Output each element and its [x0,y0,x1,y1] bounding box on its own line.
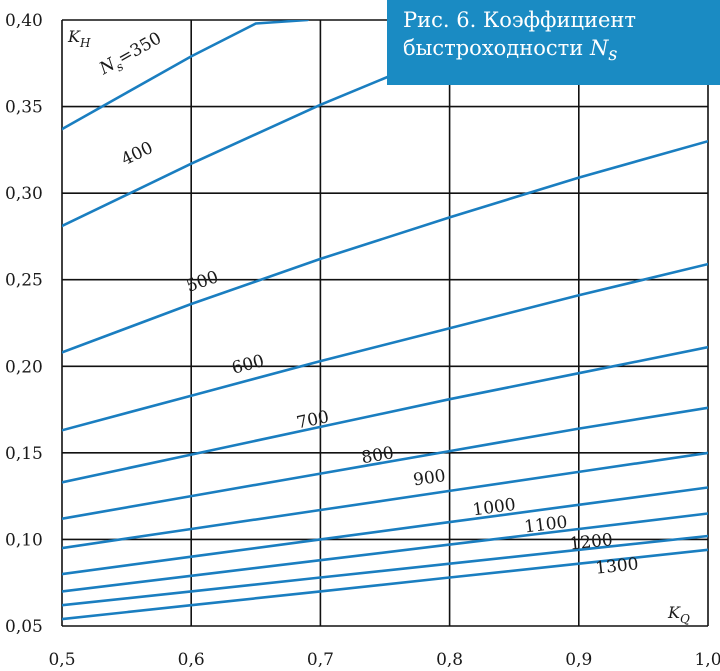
y-tick-label: 0,30 [5,184,43,204]
curve-label-600: 600 [230,351,267,379]
x-tick-label: 1,0 [694,650,720,670]
curve-label-400: 400 [118,138,156,170]
caption-line-2: быстроходности Ns [403,34,720,69]
x-axis-label: KQ [667,603,690,626]
curve-ns-350 [62,20,309,131]
curve-label-1100: 1100 [523,512,568,537]
curve-ns-900 [62,451,708,550]
y-tick-label: 0,40 [5,11,43,31]
curve-ns-1100 [62,512,708,593]
curve-label-500: 500 [184,267,221,297]
curve-ns-800 [62,406,708,520]
y-tick-label: 0,25 [5,271,43,291]
figure-caption: Рис. 6. Коэффициент быстроходности Ns [387,0,720,85]
curve-ns-1300 [62,548,708,621]
curve-label-900: 900 [412,466,447,491]
caption-ns-sub: s [608,45,618,66]
x-tick-label: 0,5 [48,650,75,670]
y-tick-label: 0,20 [5,357,43,377]
curve-ns-1200 [62,534,708,607]
curve-label-700: 700 [295,407,331,433]
curve-ns-500 [62,139,708,354]
y-axis-label: KH [67,27,91,50]
curve-label-1200: 1200 [569,530,614,554]
x-tick-label: 0,9 [565,650,592,670]
curve-label-1300: 1300 [594,554,639,578]
y-tick-label: 0,10 [5,530,43,550]
tick-labels: 0,5 0,6 0,7 0,8 0,9 1,0 0,05 0,10 0,15 0,20 0,25 0,… [5,11,720,670]
caption-line-1: Рис. 6. Коэффициент [403,8,637,32]
curve-ns-700 [62,345,708,484]
caption-line-2-text: быстроходности [403,36,590,60]
curve-ns-1000 [62,486,708,576]
curve-label-1000: 1000 [471,495,517,521]
axis-labels: KH KQ [67,27,690,626]
caption-ns-symbol: N [589,36,609,60]
curves [62,20,708,621]
x-tick-label: 0,7 [307,650,334,670]
y-tick-label: 0,05 [5,617,43,637]
curve-label-350: Ns=350 [95,28,166,82]
y-tick-label: 0,15 [5,444,43,464]
curve-ns-600 [62,262,708,432]
x-tick-label: 0,8 [436,650,463,670]
x-tick-label: 0,6 [178,650,205,670]
y-tick-label: 0,35 [5,98,43,118]
curve-label-800: 800 [360,443,395,468]
